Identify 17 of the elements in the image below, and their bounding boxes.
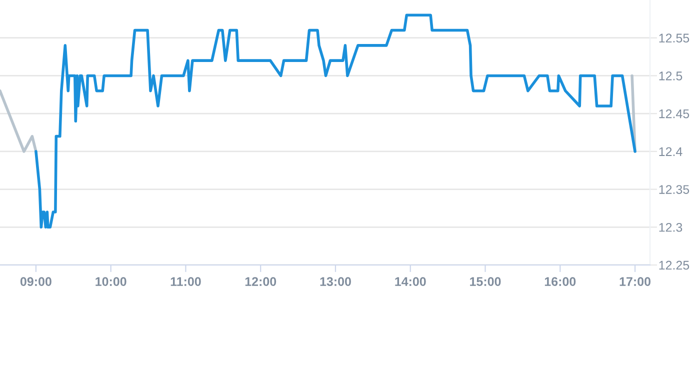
y-tick-label: 12.25 — [659, 260, 690, 270]
x-tick-label: 16:00 — [544, 277, 576, 286]
x-tick-label: 09:00 — [20, 277, 52, 286]
y-tick-label: 12.35 — [659, 185, 690, 194]
x-tick-label: 12:00 — [245, 277, 276, 286]
line-series — [34, 14, 636, 229]
x-tick-label: 17:00 — [620, 277, 650, 286]
y-tick-label: 12.55 — [659, 34, 690, 43]
y-tick-label: 12.3 — [659, 222, 682, 232]
y-tick-label: 12.45 — [659, 109, 690, 118]
x-tick-label: 10:00 — [96, 277, 126, 286]
y-tick-label: 12.5 — [659, 72, 682, 80]
x-tick-label: 15:00 — [470, 277, 501, 286]
x-tick-label: 13:00 — [320, 277, 351, 286]
x-tick-label: 11:00 — [170, 277, 201, 286]
y-tick-label: 12.4 — [659, 147, 682, 156]
x-tick-label: 14:00 — [395, 277, 426, 286]
